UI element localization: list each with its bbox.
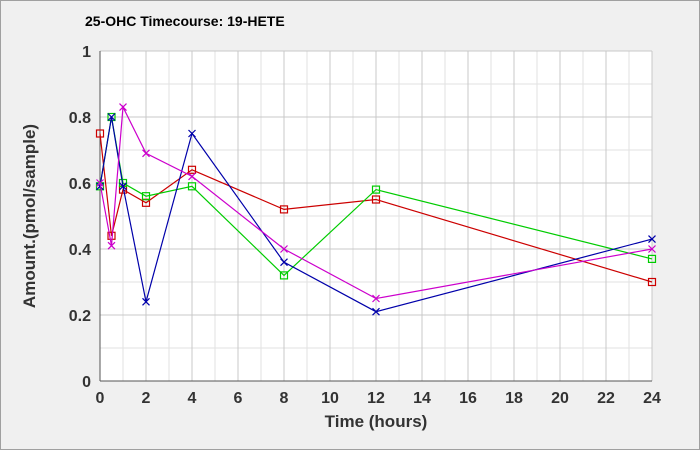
x-tick-label: 20 [551, 390, 569, 407]
y-tick-label: 0.6 [69, 176, 91, 193]
chart-title: 25-OHC Timecourse: 19-HETE [85, 13, 285, 29]
data-point [141, 192, 151, 201]
data-point [647, 254, 657, 263]
data-point [187, 165, 197, 174]
x-tick-label: 10 [321, 390, 339, 407]
data-point [371, 195, 381, 204]
x-tick-label: 4 [188, 390, 197, 407]
data-point [107, 241, 116, 250]
data-point [371, 185, 381, 194]
x-tick-label: 18 [505, 390, 523, 407]
data-point [142, 297, 150, 306]
data-point [119, 103, 127, 112]
y-tick-label: 0.8 [69, 110, 91, 127]
y-tick-label: 0 [82, 374, 91, 391]
x-tick-labels: 0 2 4 6 8 10 12 14 16 18 20 22 24 [96, 390, 661, 407]
data-point [96, 179, 104, 187]
x-axis-label: Time (hours) [325, 412, 428, 431]
y-axis-label: Amount.(pmol/sample) [20, 124, 39, 308]
axes [99, 51, 652, 382]
series-4 [96, 103, 656, 303]
data-point [648, 245, 656, 253]
data-point [119, 182, 127, 191]
data-point [142, 149, 150, 158]
data-point [372, 307, 380, 316]
data-point [107, 113, 116, 121]
y-tick-label: 1 [82, 44, 91, 61]
y-tick-label: 0.4 [69, 242, 91, 259]
data-point [95, 129, 105, 138]
series-layer [95, 103, 657, 316]
data-point [648, 235, 656, 244]
data-point [279, 271, 289, 280]
series-line [99, 104, 653, 300]
x-tick-label: 22 [597, 390, 615, 407]
x-tick-label: 0 [96, 390, 105, 407]
y-tick-label: 0.2 [69, 308, 91, 325]
data-point [188, 172, 196, 181]
x-tick-label: 8 [280, 390, 289, 407]
data-point [647, 277, 657, 287]
x-tick-label: 6 [234, 390, 243, 407]
y-tick-labels: 0 0.2 0.4 0.6 0.8 1 [69, 44, 91, 391]
data-point [280, 245, 288, 253]
x-tick-label: 2 [142, 390, 151, 407]
series-3 [96, 113, 656, 316]
x-tick-label: 24 [643, 390, 661, 407]
major-gridlines [99, 50, 653, 382]
x-tick-label: 16 [459, 390, 477, 407]
x-tick-label: 14 [413, 390, 431, 407]
data-point [187, 182, 197, 191]
data-point [188, 129, 196, 138]
data-point [372, 294, 380, 303]
x-tick-label: 12 [367, 390, 385, 407]
series-line [99, 116, 653, 313]
data-point [280, 258, 288, 267]
data-point [279, 205, 289, 214]
